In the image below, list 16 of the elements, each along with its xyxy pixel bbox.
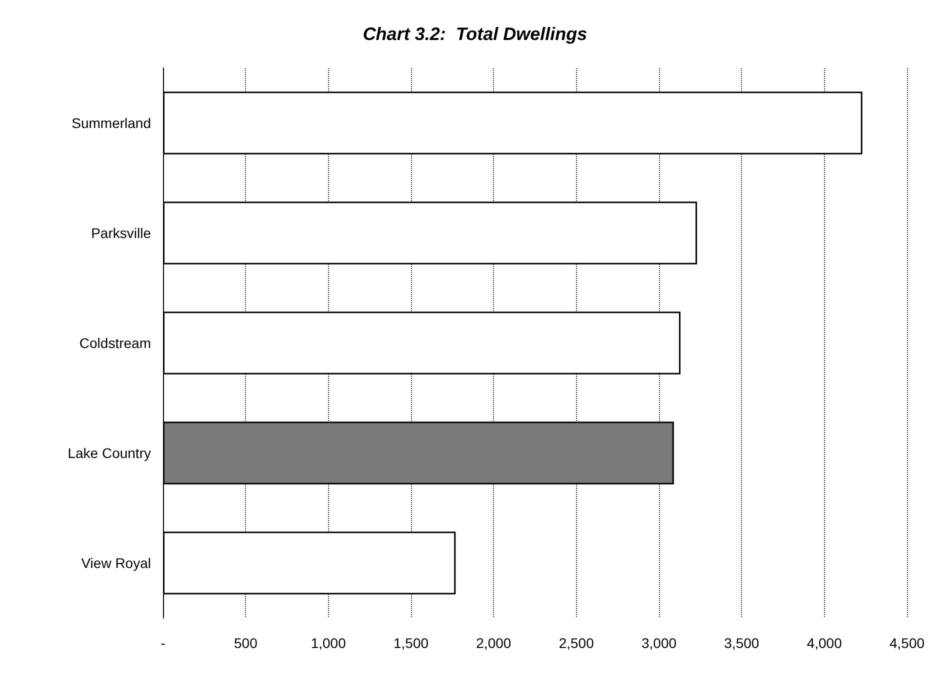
- x-tick-label: 3,000: [641, 635, 677, 651]
- x-tick-label: -: [160, 635, 166, 651]
- y-tick-label: Coldstream: [79, 335, 151, 351]
- x-tick-label: 2,000: [476, 635, 512, 651]
- x-tick-label: 2,500: [558, 635, 594, 651]
- x-tick-label: 500: [234, 635, 258, 651]
- x-tick-label: 3,500: [724, 635, 760, 651]
- x-tick-label: 4,000: [806, 635, 842, 651]
- y-tick-label: Summerland: [72, 115, 151, 131]
- x-tick-label: 1,500: [393, 635, 429, 651]
- x-tick-label: 1,000: [310, 635, 346, 651]
- x-tick-label: 4,500: [889, 635, 925, 651]
- chart-title: Chart 3.2: Total Dwellings: [362, 24, 588, 44]
- y-tick-label: View Royal: [81, 555, 151, 571]
- y-tick-label: Parksville: [91, 225, 152, 241]
- y-tick-label: Lake Country: [68, 445, 151, 461]
